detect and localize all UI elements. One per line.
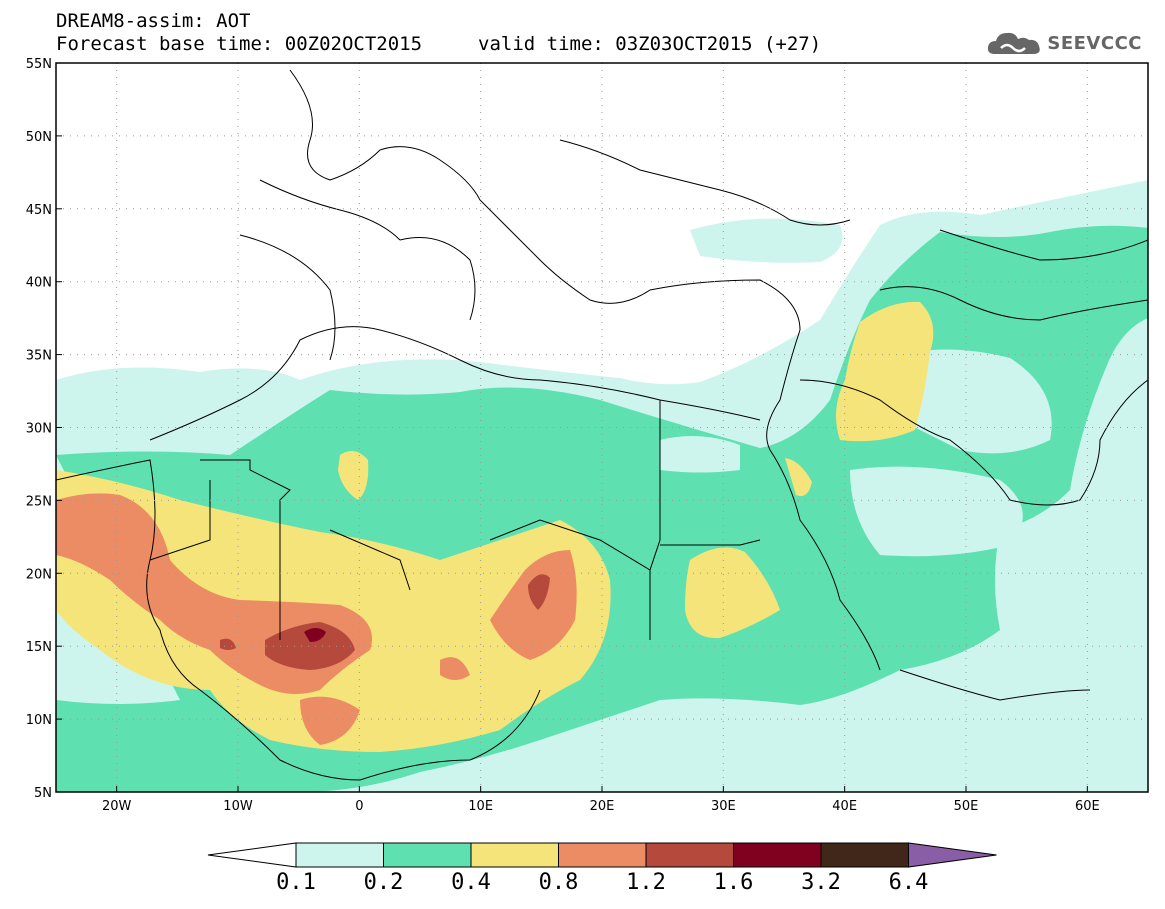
lon-tick-label: 50E (954, 799, 979, 814)
aot-level-1.6 (304, 628, 326, 642)
longitude-axis: 20W 10W 0 10E 20E 30E 40E 50E 60E (102, 786, 1100, 814)
colorbar-label: 1.6 (714, 870, 754, 895)
lon-tick-label: 60E (1075, 799, 1100, 814)
lat-tick-label: 5N (34, 786, 52, 801)
forecast-base-time: Forecast base time: 00Z02OCT2015 (56, 33, 423, 55)
colorbar-bin (820, 842, 909, 868)
colorbar-bin (295, 842, 384, 868)
lon-tick-label: 40E (832, 799, 857, 814)
lon-tick-label: 20E (590, 799, 615, 814)
plot-header: DREAM8-assim: AOT Forecast base time: 00… (56, 4, 1156, 60)
valid-time: valid time: 03Z03OCT2015 (+27) (478, 33, 822, 55)
colorbar-label: 0.8 (539, 870, 579, 895)
aot-level-1.2 (220, 574, 550, 670)
aot-field (56, 180, 1148, 792)
logo-text: SEEVCCC (1047, 32, 1142, 54)
lat-tick-label: 25N (26, 494, 52, 509)
plot-title: DREAM8-assim: AOT (56, 10, 251, 32)
lon-tick-label: 10E (468, 799, 493, 814)
colorbar-label: 6.4 (889, 870, 929, 895)
lat-tick-label: 55N (26, 57, 52, 72)
lat-tick-label: 10N (26, 713, 52, 728)
lat-tick-label: 20N (26, 567, 52, 582)
lat-tick-label: 30N (26, 422, 52, 437)
colorbar-label: 0.1 (276, 870, 316, 895)
lon-tick-label: 0 (355, 799, 363, 814)
lon-tick-label: 30E (711, 799, 736, 814)
colorbar-bin (558, 842, 647, 868)
latitude-axis: 55N 50N 45N 40N 35N 30N 25N 20N 15N 10N 5N (26, 57, 62, 801)
lat-tick-label: 50N (26, 130, 52, 145)
lat-tick-label: 45N (26, 203, 52, 218)
colorbar-label: 1.2 (626, 870, 666, 895)
colorbar-bin (470, 842, 559, 868)
lat-tick-label: 40N (26, 276, 52, 291)
colorbar-bin (645, 842, 734, 868)
colorbar-high-arrow (908, 842, 997, 868)
lat-tick-label: 35N (26, 349, 52, 364)
lat-tick-label: 15N (26, 640, 52, 655)
lon-tick-label: 10W (223, 799, 253, 814)
cloud-logo-icon (988, 32, 1041, 54)
colorbar-label: 0.4 (451, 870, 491, 895)
coastlines (56, 69, 1148, 781)
seevccc-logo: SEEVCCC (987, 26, 1142, 60)
colorbar-label: 3.2 (801, 870, 841, 895)
lon-tick-label: 20W (102, 799, 132, 814)
colorbar-legend: 0.1 0.2 0.4 0.8 1.2 1.6 3.2 6.4 (207, 842, 997, 895)
colorbar-low-arrow (207, 842, 297, 868)
colorbar-bin (733, 842, 822, 868)
colorbar-label: 0.2 (364, 870, 404, 895)
colorbar-bin (383, 842, 472, 868)
map-grid (56, 63, 1148, 792)
